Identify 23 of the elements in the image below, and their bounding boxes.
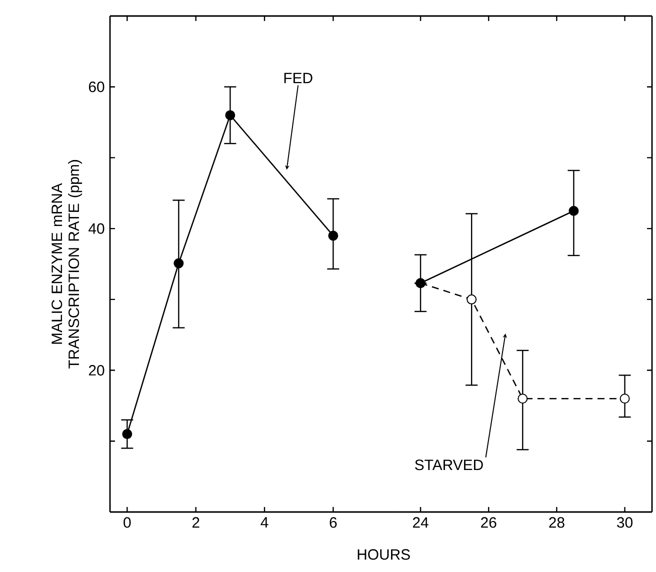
point <box>568 206 579 216</box>
annotation: STARVED <box>415 460 483 470</box>
x-tick-label: 24 <box>412 517 428 528</box>
x-tick-label: 28 <box>549 517 564 528</box>
y-tick-label: 60 <box>88 82 104 92</box>
x-tick-label: 0 <box>124 517 131 528</box>
point <box>328 230 338 241</box>
x-tick-label: 4 <box>260 517 268 528</box>
x-tick-label: 6 <box>330 517 337 528</box>
point <box>620 394 630 404</box>
point <box>466 294 477 304</box>
point <box>174 258 184 268</box>
y-tick-label: 40 <box>88 223 104 234</box>
x-tick-label: 30 <box>617 517 632 528</box>
y-axis-title: MALIC ENZYME mRNA TRANSCRIPTION RATE (ppm) <box>52 160 82 369</box>
point <box>122 429 132 440</box>
x-tick-label: 26 <box>481 517 496 528</box>
x-tick-label: 2 <box>192 517 200 528</box>
annotation: FED <box>284 72 312 84</box>
point <box>518 394 528 404</box>
x-axis-title: HOURS <box>358 549 410 560</box>
y-tick-label: 20 <box>88 364 104 376</box>
point <box>225 110 236 120</box>
